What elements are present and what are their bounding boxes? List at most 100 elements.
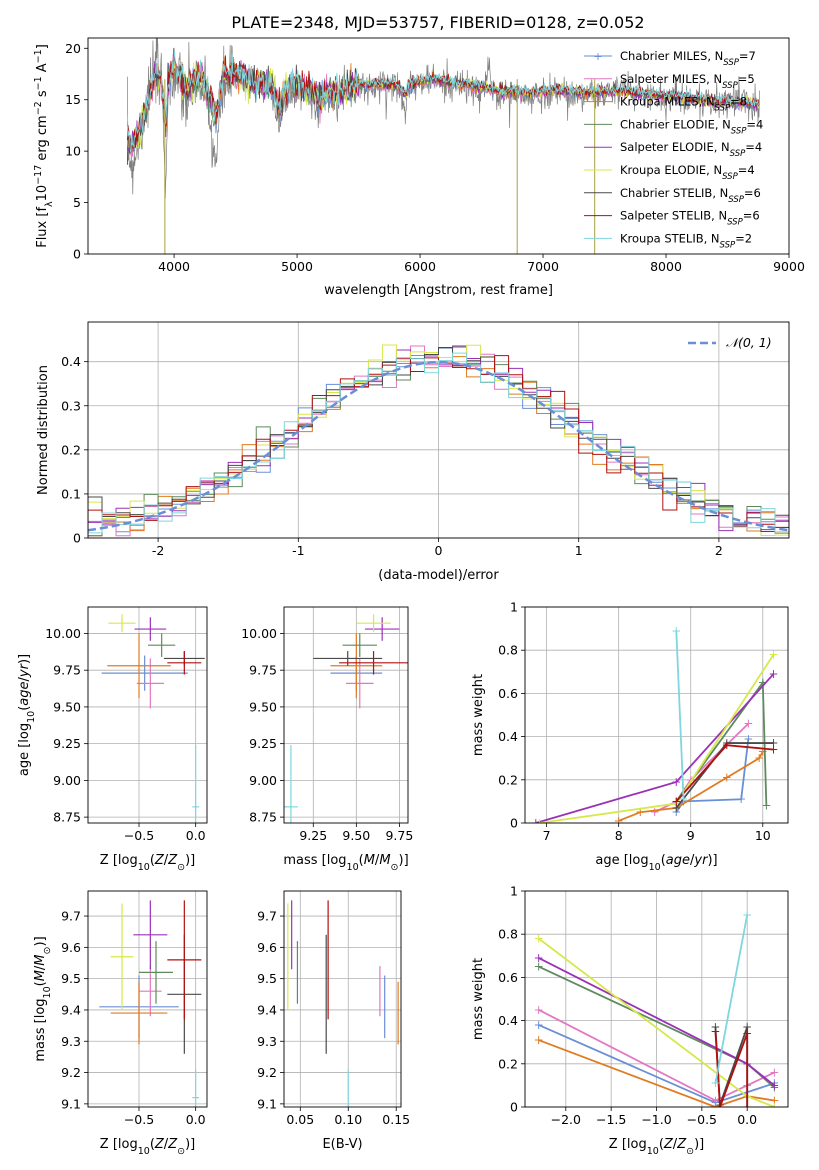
y-tick-label: 0 [510, 1100, 518, 1115]
legend-text: Kroupa STELIB, N [620, 231, 720, 245]
y-tick-label: 9.3 [257, 1034, 277, 1049]
y-tick-label: 9.5 [61, 971, 81, 986]
mass-weight-vs-age-panel: ++ ++++++++ +++++++++++++++ +++ +++7 8 9 10 0 0.2… [471, 600, 789, 873]
y-tick-label: 9.6 [61, 940, 81, 955]
weight-marker: + [742, 1020, 752, 1034]
label-part: ( [661, 853, 666, 868]
x-tick-label: 9.25 [299, 828, 327, 843]
x-tick-label: 8000 [650, 259, 682, 274]
legend-suffix: =5 [738, 72, 755, 86]
y-axis-label: mass weight [471, 674, 486, 756]
x-tick-label: 7 [543, 828, 551, 843]
x-tick-label: -1 [292, 543, 304, 558]
x-tick-label: 6000 [404, 259, 436, 274]
weight-marker: + [534, 960, 544, 974]
label-part: Z [167, 1137, 178, 1152]
legend-text: Salpeter MILES, N [620, 72, 722, 86]
x-axis-label: Z [log10(Z/Z⊙)] [100, 1137, 195, 1157]
y-tick-label: 9.7 [257, 909, 277, 924]
y-tick-label: 8.75 [249, 810, 277, 825]
x-tick-label: 0.10 [334, 1112, 362, 1127]
legend-entry: Salpeter STELIB, NSSP=6 [620, 209, 760, 228]
weight-marker: + [534, 1018, 544, 1032]
x-axis-label: (data-model)/error [378, 568, 499, 583]
legend-text: Salpeter ELODIE, N [620, 140, 730, 154]
x-tick-label: −0.5 [124, 1112, 154, 1127]
legend-suffix: =6 [743, 209, 760, 223]
x-axis-label: E(B-V) [322, 1137, 362, 1152]
label-part: / [164, 1137, 169, 1152]
weight-line [675, 630, 685, 800]
weight-marker: + [534, 816, 544, 830]
weight-marker: + [534, 951, 544, 965]
label-part: 10 [35, 185, 50, 202]
label-part: ( [17, 706, 32, 711]
y-tick-label: 9.2 [61, 1065, 81, 1080]
weight-marker: + [635, 805, 645, 819]
y-tick-label: 0.1 [61, 486, 81, 501]
label-part: ⊙ [686, 1146, 694, 1157]
weight-marker: + [743, 717, 753, 731]
legend-text: Kroupa ELODIE, N [620, 163, 722, 177]
plot-area: ++ ++++++++ +++++++++++++++ +++ +++ [531, 624, 779, 830]
residual-histogram-panel: -2 -1 0 1 2 0 0.1 0.2 0.3 0.4 (data-model)/error No… [36, 321, 790, 583]
label-part: Z [154, 853, 165, 868]
label-part: ⊙ [177, 862, 185, 873]
label-part: )] [707, 853, 717, 868]
label-part: −2 [33, 101, 44, 115]
x-tick-label: 8 [615, 828, 623, 843]
label-part: M [379, 853, 390, 868]
legend-suffix: =8 [730, 95, 747, 109]
label-part: erg cm [35, 115, 50, 164]
plot-area [99, 900, 202, 1107]
label-part: 10 [42, 986, 53, 998]
y-tick-label: 9.1 [61, 1096, 81, 1111]
y-tick-label: 9.5 [257, 971, 277, 986]
weight-line [538, 1008, 775, 1102]
legend-subscript: SSP [731, 126, 747, 136]
label-part: / [375, 853, 380, 868]
y-tick-label: 9.4 [61, 1002, 81, 1017]
y-tick-label: 9.25 [53, 736, 81, 751]
weight-marker: + [769, 736, 779, 750]
label-part: yr [693, 853, 709, 868]
legend-entry: Kroupa STELIB, NSSP=2 [620, 231, 752, 250]
weight-marker: + [678, 792, 688, 806]
y-tick-label: 9.7 [61, 909, 81, 924]
plot-area [287, 900, 399, 1107]
y-axis-label: mass [log10(M/M⊙)] [33, 936, 53, 1061]
y-tick-label: 0.4 [498, 729, 518, 744]
x-tick-label: −0.5 [124, 828, 154, 843]
weight-marker: + [722, 736, 732, 750]
x-axis-label: Z [log10(Z/Z⊙)] [100, 853, 195, 873]
legend-entry: Chabrier STELIB, NSSP=6 [620, 186, 761, 205]
age-vs-mass-panel: 9.25 9.50 9.75 8.75 9.00 9.25 9.50 9.75 10.00 mas… [241, 606, 413, 873]
weight-marker: + [769, 1100, 779, 1114]
x-tick-label: 0 [435, 543, 443, 558]
axes-frame [283, 606, 409, 824]
x-tick-label: 0.15 [382, 1112, 410, 1127]
weight-marker: + [671, 794, 681, 808]
label-part: Z [676, 1137, 687, 1152]
weight-marker: + [754, 751, 764, 765]
y-tick-label: 0 [510, 816, 518, 831]
x-tick-label: 10 [755, 828, 771, 843]
weight-marker: + [769, 667, 779, 681]
weight-line [535, 673, 775, 823]
label-part: 10 [138, 1146, 150, 1157]
y-tick-label: 9.6 [257, 940, 277, 955]
legend-suffix: =2 [735, 231, 752, 245]
weight-marker: + [722, 771, 732, 785]
label-part: Flux [f [35, 207, 50, 248]
plot-area [101, 614, 205, 823]
mass-vs-metallicity-panel: −0.5 0.09.19.29.39.49.59.69.7Z [log10(Z/Z… [33, 890, 208, 1157]
y-tick-label: 0.6 [498, 686, 518, 701]
label-part: mass [log [283, 853, 346, 868]
label-part: )] [185, 853, 195, 868]
plot-area [88, 344, 789, 538]
label-part: / [690, 853, 695, 868]
x-tick-label: 9.50 [342, 828, 370, 843]
